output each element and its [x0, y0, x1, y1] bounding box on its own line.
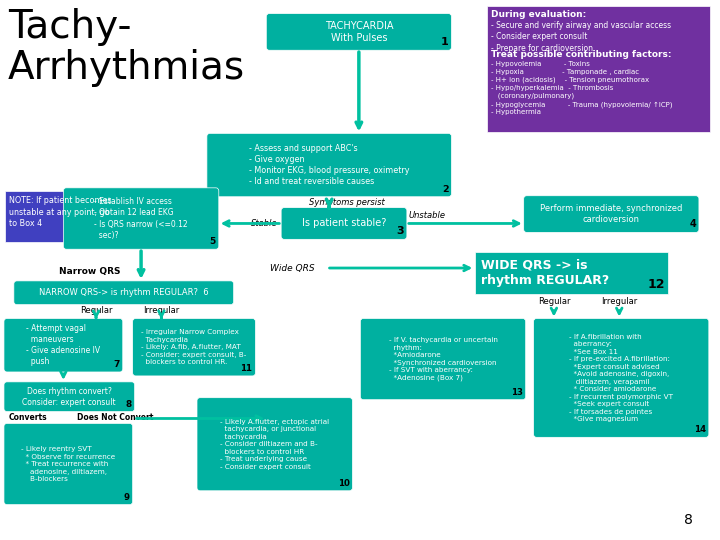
- Text: - Irregular Narrow Complex
  Tachycardia
- Likely: A.fib, A.flutter, MAT
- Consi: - Irregular Narrow Complex Tachycardia -…: [141, 329, 247, 365]
- FancyBboxPatch shape: [63, 188, 219, 249]
- Text: Does Not Convert: Does Not Convert: [77, 413, 153, 422]
- Text: 7: 7: [114, 360, 120, 369]
- Text: During evaluation:: During evaluation:: [491, 10, 586, 19]
- Text: 4: 4: [689, 219, 696, 230]
- Text: Is patient stable?: Is patient stable?: [302, 219, 386, 228]
- Text: Regular: Regular: [538, 296, 570, 306]
- Text: Perform immediate, synchronized
cardioversion: Perform immediate, synchronized cardiove…: [540, 204, 683, 224]
- Text: - If A.fibrillation with
  aberrancy:
  *See Box 11
- If pre-excited A.fibrillat: - If A.fibrillation with aberrancy: *See…: [570, 334, 673, 422]
- FancyBboxPatch shape: [5, 191, 143, 242]
- Text: - Establish IV access
- Obtain 12 lead EKG
- Is QRS narrow (<=0.12
  sec)?: - Establish IV access - Obtain 12 lead E…: [94, 198, 188, 240]
- FancyBboxPatch shape: [4, 423, 132, 504]
- Text: - Hypovolemia          - Toxins
- Hypoxia                 - Tamponade , cardiac
: - Hypovolemia - Toxins - Hypoxia - Tampo…: [491, 61, 672, 115]
- FancyBboxPatch shape: [266, 14, 451, 50]
- Text: Tachy-
Arrhythmias: Tachy- Arrhythmias: [8, 8, 245, 86]
- Text: NARROW QRS-> is rhythm REGULAR?  6: NARROW QRS-> is rhythm REGULAR? 6: [39, 288, 209, 297]
- Text: Treat possible contributing factors:: Treat possible contributing factors:: [491, 50, 672, 59]
- Text: 9: 9: [124, 492, 130, 502]
- Text: 10: 10: [338, 479, 349, 488]
- Text: Irregular: Irregular: [601, 296, 637, 306]
- FancyBboxPatch shape: [207, 133, 451, 197]
- Text: 8: 8: [684, 514, 693, 528]
- Text: Unstable: Unstable: [409, 211, 446, 220]
- Text: Narrow QRS: Narrow QRS: [59, 267, 121, 276]
- FancyBboxPatch shape: [4, 382, 135, 411]
- Text: 11: 11: [240, 364, 253, 373]
- FancyBboxPatch shape: [487, 6, 710, 132]
- Text: Does rhythm convert?
Consider: expert consult: Does rhythm convert? Consider: expert co…: [22, 387, 116, 407]
- Text: Wide QRS: Wide QRS: [270, 264, 315, 273]
- FancyBboxPatch shape: [281, 208, 407, 239]
- Text: Irregular: Irregular: [143, 306, 179, 315]
- Text: NOTE: If patient becomes
unstable at any point, go
to Box 4: NOTE: If patient becomes unstable at any…: [9, 196, 112, 228]
- FancyBboxPatch shape: [523, 196, 699, 232]
- Text: 14: 14: [694, 426, 706, 434]
- Text: 1: 1: [441, 37, 449, 48]
- Text: Stable: Stable: [251, 219, 277, 228]
- Text: WIDE QRS -> is
rhythm REGULAR?: WIDE QRS -> is rhythm REGULAR?: [481, 258, 609, 287]
- Text: - Likely reentry SVT
  * Observe for recurrence
  * Treat recurrence with
    ad: - Likely reentry SVT * Observe for recur…: [21, 446, 115, 482]
- Text: Regular: Regular: [80, 306, 112, 315]
- Text: 2: 2: [442, 185, 449, 194]
- Text: 5: 5: [210, 237, 216, 246]
- Text: 3: 3: [396, 226, 404, 237]
- FancyBboxPatch shape: [360, 319, 526, 400]
- FancyBboxPatch shape: [4, 319, 122, 372]
- FancyBboxPatch shape: [197, 397, 352, 491]
- FancyBboxPatch shape: [132, 319, 256, 376]
- Text: Symptoms persist: Symptoms persist: [309, 198, 385, 207]
- Text: - Assess and support ABC's
- Give oxygen
- Monitor EKG, blood pressure, oximetry: - Assess and support ABC's - Give oxygen…: [249, 144, 410, 186]
- Text: 13: 13: [510, 388, 523, 397]
- Text: 8: 8: [125, 400, 132, 409]
- Text: - Likely A.flutter, ectopic atrial
  tachycardia, or junctional
  tachycardia
- : - Likely A.flutter, ectopic atrial tachy…: [220, 418, 329, 470]
- FancyBboxPatch shape: [475, 252, 668, 294]
- Text: - If V. tachycardia or uncertain
  rhythm:
  *Amiodarone
  *Synchronized cardiov: - If V. tachycardia or uncertain rhythm:…: [389, 337, 498, 381]
- FancyBboxPatch shape: [14, 281, 233, 305]
- Text: 12: 12: [648, 278, 665, 291]
- Text: - Attempt vagal
  maneuvers
- Give adenosine IV
  push: - Attempt vagal maneuvers - Give adenosi…: [27, 324, 100, 366]
- Text: Converts: Converts: [9, 413, 48, 422]
- Text: TACHYCARDIA
With Pulses: TACHYCARDIA With Pulses: [325, 21, 393, 43]
- FancyBboxPatch shape: [534, 319, 708, 437]
- Text: - Secure and verify airway and vascular access
- Consider expert consult
- Prepa: - Secure and verify airway and vascular …: [491, 21, 671, 53]
